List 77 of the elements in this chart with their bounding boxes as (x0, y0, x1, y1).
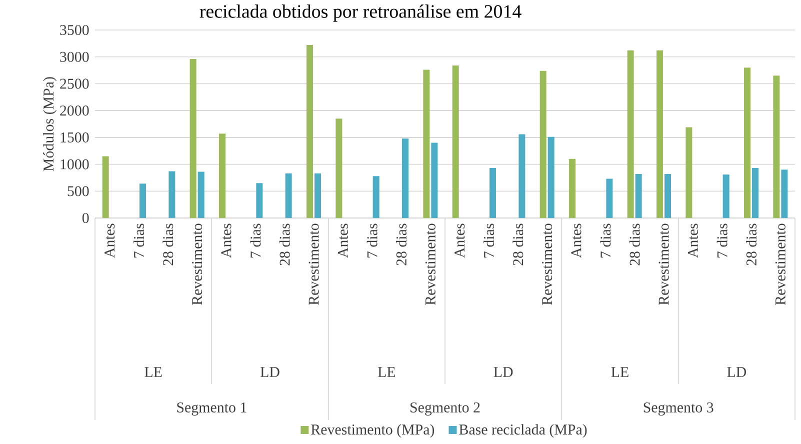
x-tick-label: Revestimento (308, 224, 319, 305)
text: LE (611, 367, 628, 377)
bar (190, 59, 196, 218)
bar (452, 65, 459, 218)
x-tick-label: Revestimento (425, 224, 436, 305)
bar (198, 172, 204, 218)
bar (781, 170, 788, 218)
y-axis-title: Módulos (MPa) (43, 77, 57, 172)
bar (140, 184, 146, 218)
y-tick-label: 500 (68, 186, 89, 196)
x-tick-label: 28 dias (396, 224, 407, 266)
x-tick-label: 7 dias (250, 224, 261, 258)
y-tick-label: 1500 (60, 132, 89, 142)
bar (219, 134, 226, 218)
bar (540, 70, 546, 218)
y-tick-label: 1000 (60, 159, 89, 170)
bar (402, 138, 409, 218)
y-tick-label: 0 (82, 212, 89, 224)
text: Segmento 1 (177, 402, 246, 416)
text: LD (260, 367, 280, 377)
bar (635, 174, 642, 218)
x-tick-label: Antes (571, 224, 582, 258)
x-tick-label: Revestimento (192, 224, 202, 305)
legend-label: Revestimento (MPa) (311, 424, 434, 438)
x-tick-label: 7 dias (600, 224, 611, 258)
bar (627, 50, 634, 218)
x-tick-label: 7 dias (134, 224, 144, 258)
y-tick-label: 3000 (60, 52, 89, 62)
bar (168, 171, 176, 218)
bar (752, 168, 759, 218)
x-tick-label: 28 dias (512, 224, 524, 266)
text: Segmento 3 (644, 402, 714, 416)
bar (722, 174, 730, 218)
y-tick-label: 2500 (60, 78, 89, 89)
text: LD (494, 367, 513, 377)
bar (686, 127, 692, 218)
bar (606, 178, 613, 218)
chart-title: reciclada obtidos por retroanálise em 2014 (200, 4, 522, 22)
y-tick-label: 2000 (60, 106, 89, 116)
bar (490, 168, 496, 218)
text: LE (144, 367, 162, 377)
bar (656, 50, 664, 218)
bar (773, 76, 780, 218)
text: LE (378, 367, 396, 377)
bar (336, 118, 342, 218)
bar (285, 173, 292, 218)
x-tick-label: 7 dias (484, 224, 494, 258)
bar (664, 174, 672, 218)
x-tick-label: 7 dias (366, 224, 378, 258)
x-tick-label: 28 dias (746, 224, 757, 266)
x-tick-label: Antes (338, 224, 348, 258)
bar (548, 136, 554, 218)
bar (423, 70, 430, 218)
bar (372, 176, 380, 218)
bar (431, 142, 438, 218)
text: LD (727, 367, 746, 377)
x-tick-label: Revestimento (542, 224, 552, 305)
bar (314, 173, 322, 218)
x-tick-label: 7 dias (716, 224, 728, 258)
y-tick-label: 3500 (60, 24, 89, 36)
bar (744, 68, 751, 218)
bar (569, 158, 576, 218)
text: Segmento 2 (410, 402, 480, 416)
x-tick-label: Antes (454, 224, 465, 258)
x-tick-label: Revestimento (775, 224, 786, 305)
bar (256, 183, 263, 218)
x-tick-label: Antes (104, 224, 115, 258)
x-tick-label: Revestimento (658, 224, 669, 305)
x-tick-label: Antes (688, 224, 698, 258)
legend-label: Base reciclada (MPa) (459, 424, 587, 438)
x-tick-label: 28 dias (279, 224, 290, 266)
x-tick-label: 28 dias (162, 224, 174, 266)
bar (306, 45, 314, 218)
bar (102, 156, 109, 218)
x-tick-label: 28 dias (629, 224, 640, 266)
bar (518, 134, 526, 218)
x-tick-label: Antes (221, 224, 232, 258)
